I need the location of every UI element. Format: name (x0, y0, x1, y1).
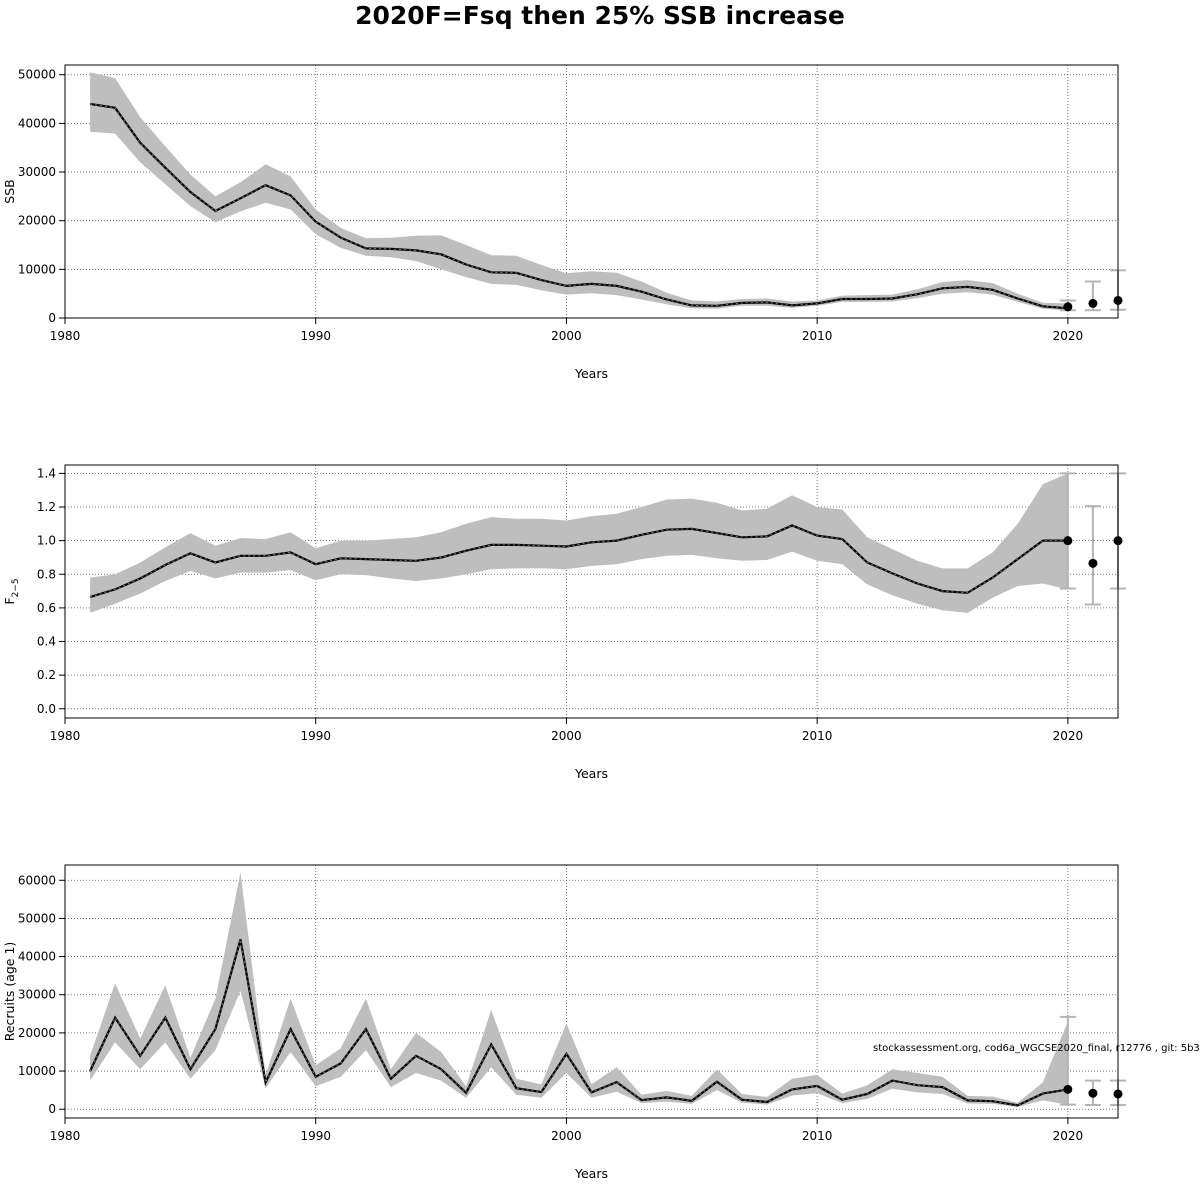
y-tick-label: 0 (48, 1102, 56, 1116)
plot-frame (64, 464, 1119, 719)
confidence-band (90, 473, 1068, 613)
x-tick-label: 2020 (1053, 1129, 1084, 1143)
forecast-point (1088, 298, 1098, 308)
estimate-line-dash (89, 939, 1068, 1106)
y-tick-label: 20000 (18, 1026, 56, 1040)
x-tick-label: 2000 (551, 729, 582, 743)
y-axis-label: F2−5 (2, 578, 21, 604)
forecast-point (1088, 1088, 1098, 1098)
y-tick-label: 30000 (18, 988, 56, 1002)
y-tick-label: 30000 (18, 165, 56, 179)
x-tick-label: 2000 (551, 1129, 582, 1143)
source-footnote: stockassessment.org, cod6a_WGCSE2020_fin… (873, 1043, 1200, 1054)
chart-title: 2020F=Fsq then 25% SSB increase (355, 1, 845, 30)
x-tick-label: 2020 (1053, 329, 1084, 343)
estimate-line-dash (89, 524, 1068, 598)
y-tick-label: 50000 (18, 911, 56, 925)
fishing-mortality-panel: 1980 1990 2000 2010 2020 0.0 0.2 0.4 0.6 0.8 1.0 1.… (2, 464, 1126, 781)
x-tick-label: 1990 (300, 329, 331, 343)
x-tick-label: 1990 (300, 729, 331, 743)
x-tick-label: 1990 (300, 1129, 331, 1143)
y-tick-label: 20000 (18, 214, 56, 228)
y-tick-label: 0.2 (37, 668, 56, 682)
x-tick-label: 2010 (802, 329, 833, 343)
y-tick-label: 0.0 (37, 702, 56, 716)
ssb-panel: 1980 1990 2000 2010 2020 0 10000 20000 30000 4000… (2, 64, 1126, 381)
x-axis-label: Years (574, 766, 608, 781)
y-tick-label: 0.8 (37, 567, 56, 581)
x-tick-label: 1980 (50, 729, 81, 743)
x-axis-label: Years (574, 366, 608, 381)
x-tick-label: 2010 (802, 1129, 833, 1143)
forecast-point (1088, 558, 1098, 568)
y-tick-label: 1.4 (37, 466, 56, 480)
y-tick-label: 10000 (18, 1064, 56, 1078)
y-tick-label: 0.4 (37, 635, 56, 649)
y-axis-label-subscript: 2−5 (11, 578, 21, 597)
y-tick-label: 40000 (18, 116, 56, 130)
forecast-point (1063, 302, 1073, 312)
y-tick-label: 0.6 (37, 601, 56, 615)
x-tick-label: 2000 (551, 329, 582, 343)
plot-frame (64, 64, 1119, 319)
confidence-band (90, 872, 1068, 1107)
y-axis-label: Recruits (age 1) (2, 942, 17, 1042)
confidence-band (90, 72, 1068, 311)
forecast-point (1063, 1084, 1073, 1094)
y-tick-label: 60000 (18, 873, 56, 887)
y-tick-label: 40000 (18, 950, 56, 964)
plot-frame (64, 864, 1119, 1119)
forecast-point (1063, 536, 1073, 546)
y-tick-label: 0 (48, 311, 56, 325)
y-tick-label: 1.0 (37, 534, 56, 548)
estimate-line-dash (90, 103, 1068, 309)
y-axis-label: SSB (2, 179, 17, 203)
recruits-panel: 1980 1990 2000 2010 2020 0 10000 20000 30000 4000… (2, 864, 1126, 1181)
x-tick-label: 2020 (1053, 729, 1084, 743)
y-tick-label: 50000 (18, 68, 56, 82)
y-tick-label: 10000 (18, 262, 56, 276)
x-axis-label: Years (574, 1166, 608, 1181)
x-tick-label: 1980 (50, 1129, 81, 1143)
x-tick-label: 1980 (50, 329, 81, 343)
x-tick-label: 2010 (802, 729, 833, 743)
y-tick-label: 1.2 (37, 500, 56, 514)
